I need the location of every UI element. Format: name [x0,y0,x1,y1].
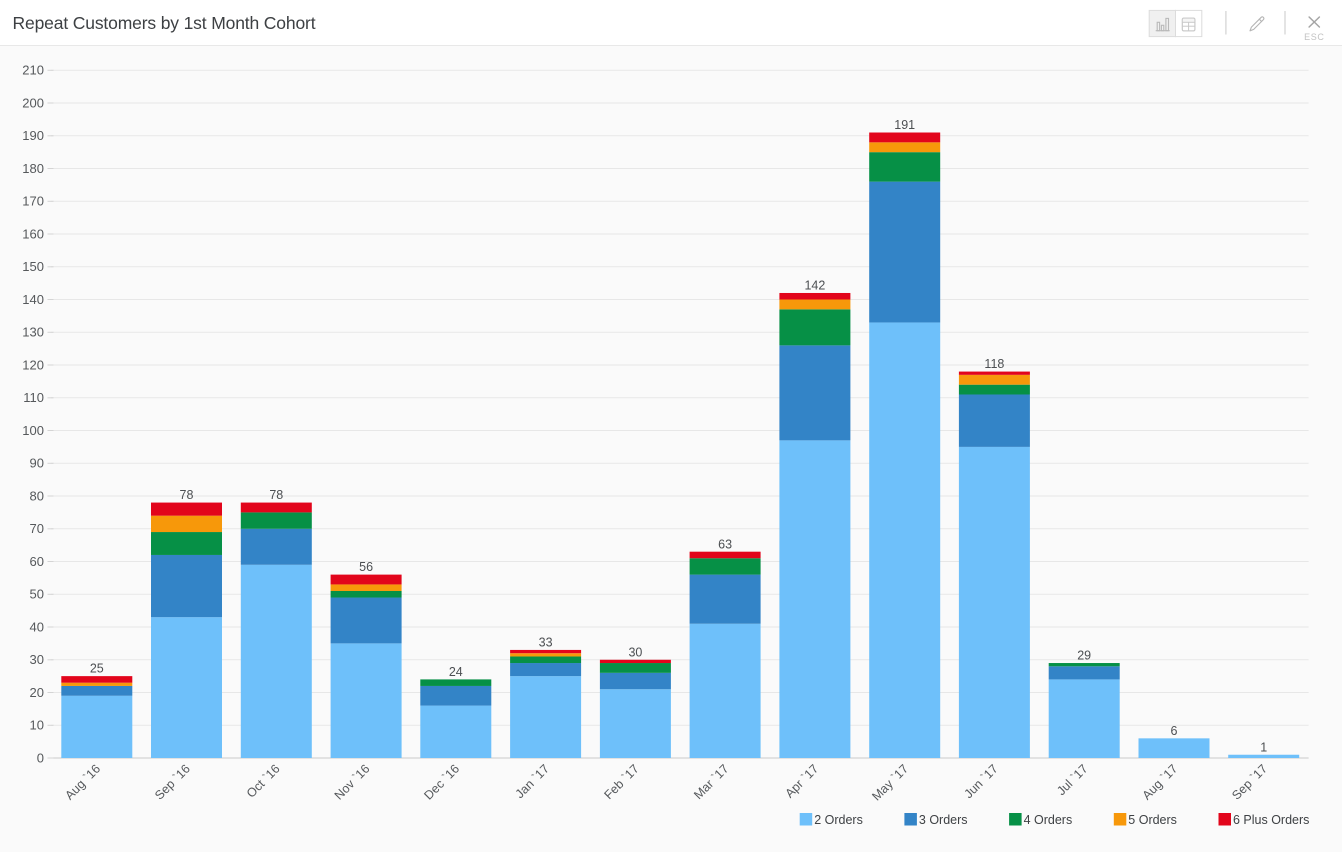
svg-text:30: 30 [30,652,44,667]
svg-text:78: 78 [180,488,194,502]
svg-text:170: 170 [22,194,44,209]
svg-text:180: 180 [22,161,44,176]
svg-text:30: 30 [628,645,642,659]
svg-text:200: 200 [22,95,44,110]
svg-text:33: 33 [539,636,553,650]
svg-text:142: 142 [804,279,825,293]
svg-text:Aug `17: Aug `17 [1140,762,1181,803]
svg-text:100: 100 [22,423,44,438]
svg-text:140: 140 [22,292,44,307]
svg-text:90: 90 [30,456,44,471]
svg-text:Aug `16: Aug `16 [62,762,103,803]
svg-text:3 Orders: 3 Orders [919,813,968,827]
svg-text:ESC: ESC [1304,32,1324,42]
svg-text:Dec `16: Dec `16 [421,762,462,803]
svg-text:20: 20 [30,685,44,700]
svg-text:0: 0 [37,750,44,765]
svg-text:110: 110 [23,390,44,405]
svg-text:50: 50 [30,587,44,602]
svg-text:25: 25 [90,662,104,676]
svg-text:29: 29 [1077,649,1091,663]
svg-text:78: 78 [269,488,283,502]
svg-text:40: 40 [30,619,44,634]
svg-text:130: 130 [22,325,44,340]
svg-text:2 Orders: 2 Orders [814,813,863,827]
svg-text:Jun `17: Jun `17 [961,762,1000,801]
svg-text:Feb `17: Feb `17 [601,762,641,802]
svg-text:May `17: May `17 [869,762,911,804]
svg-text:Nov `16: Nov `16 [332,762,373,803]
svg-text:6 Plus Orders: 6 Plus Orders [1233,813,1309,827]
svg-text:4 Orders: 4 Orders [1024,813,1073,827]
svg-text:Mar `17: Mar `17 [691,762,731,802]
svg-text:190: 190 [22,128,44,143]
svg-text:Oct `16: Oct `16 [244,762,283,801]
svg-text:60: 60 [30,554,44,569]
svg-text:160: 160 [22,226,44,241]
svg-text:5 Orders: 5 Orders [1128,813,1177,827]
svg-text:118: 118 [984,357,1004,371]
svg-text:6: 6 [1171,724,1178,738]
svg-text:10: 10 [30,718,44,733]
svg-text:Apr `17: Apr `17 [782,762,821,801]
svg-text:191: 191 [894,118,915,132]
svg-text:120: 120 [22,357,44,372]
svg-text:Sep `16: Sep `16 [152,762,193,803]
svg-text:80: 80 [30,488,44,503]
svg-text:Sep `17: Sep `17 [1229,762,1270,803]
svg-text:150: 150 [22,259,44,274]
svg-text:56: 56 [359,560,373,574]
svg-text:Jan `17: Jan `17 [513,762,552,801]
svg-text:24: 24 [449,665,463,679]
svg-text:Jul `17: Jul `17 [1054,762,1090,798]
svg-text:210: 210 [22,63,44,78]
svg-text:70: 70 [30,521,44,536]
svg-text:1: 1 [1260,740,1267,754]
svg-text:63: 63 [718,537,732,551]
